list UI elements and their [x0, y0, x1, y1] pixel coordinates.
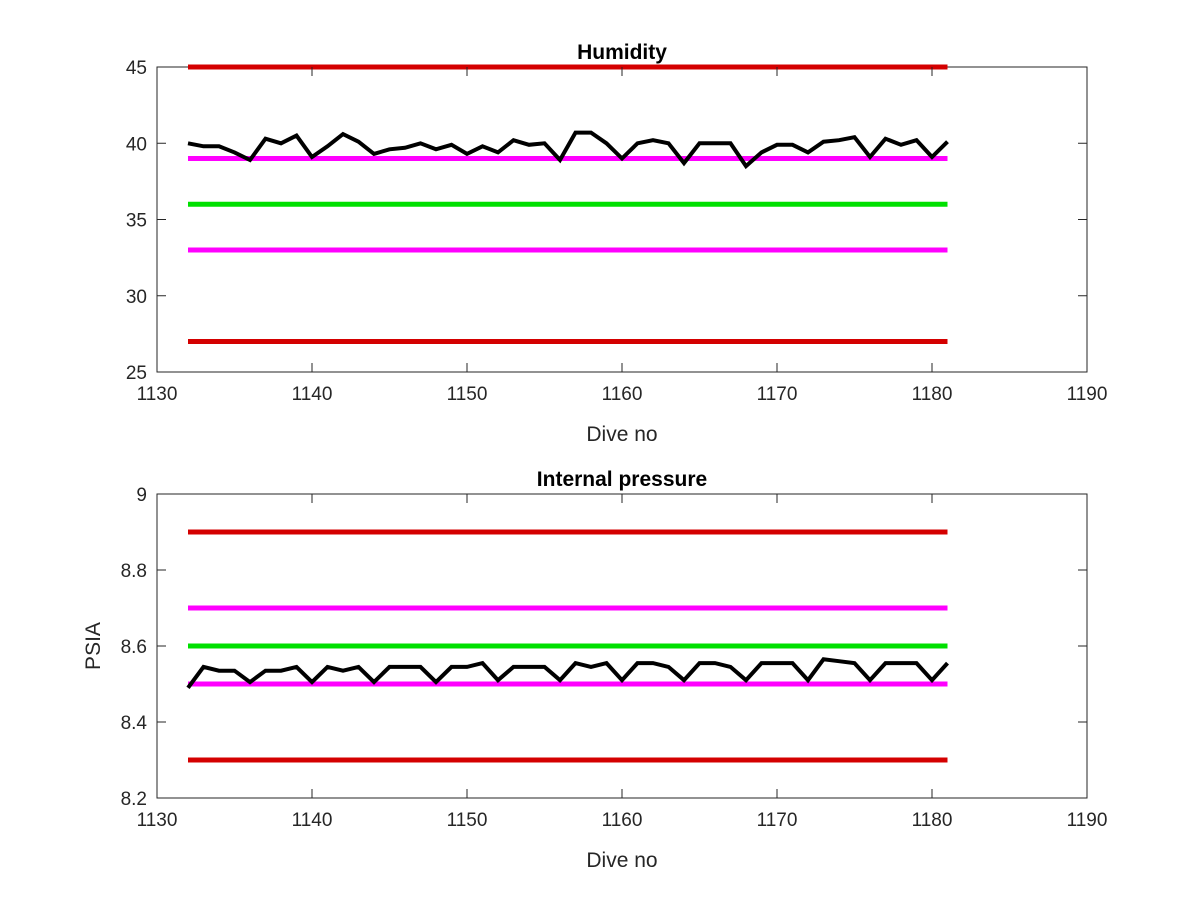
- x-tick-label: 1180: [912, 384, 953, 405]
- y-tick-label: 8.6: [121, 637, 147, 658]
- y-tick-label: 35: [126, 211, 147, 232]
- x-tick-label: 1180: [912, 810, 953, 831]
- x-tick-label: 1160: [602, 810, 643, 831]
- x-tick-label: 1140: [292, 810, 333, 831]
- y-tick-label: 25: [126, 363, 147, 384]
- x-axis-label: Dive no: [586, 849, 657, 872]
- y-tick-label: 8.8: [121, 561, 147, 582]
- y-axis-label: PSIA: [82, 622, 105, 670]
- x-tick-label: 1130: [137, 384, 178, 405]
- y-tick-label: 8.4: [121, 713, 148, 734]
- y-tick-label: 40: [126, 134, 147, 155]
- data-series-line: [187, 130, 949, 170]
- y-tick-label: 9: [136, 485, 147, 506]
- x-tick-label: 1150: [447, 384, 488, 405]
- x-tick-label: 1140: [292, 384, 333, 405]
- x-tick-label: 1160: [602, 384, 643, 405]
- chart-panel: 1130 1140 1150 1160 1170 1180 1190 8.2 8.4 8.6 8.8…: [82, 468, 1107, 872]
- y-tick-label: 30: [126, 287, 147, 308]
- x-tick-label: 1190: [1067, 384, 1108, 405]
- y-tick-label: 8.2: [121, 789, 147, 810]
- chart-panel: 1130 1140 1150 1160 1170 1180 1190 25 30 35 40 45 Hu…: [126, 41, 1108, 446]
- plot-area: [156, 66, 1088, 373]
- x-tick-label: 1170: [757, 384, 798, 405]
- x-tick-label: 1130: [137, 810, 178, 831]
- x-tick-label: 1190: [1067, 810, 1108, 831]
- x-axis-label: Dive no: [586, 423, 657, 446]
- x-tick-label: 1170: [757, 810, 798, 831]
- y-tick-label: 45: [126, 58, 147, 79]
- data-series-line: [186, 657, 949, 689]
- chart-title: Internal pressure: [537, 468, 707, 491]
- chart-title: Humidity: [577, 41, 667, 64]
- x-tick-label: 1150: [447, 810, 488, 831]
